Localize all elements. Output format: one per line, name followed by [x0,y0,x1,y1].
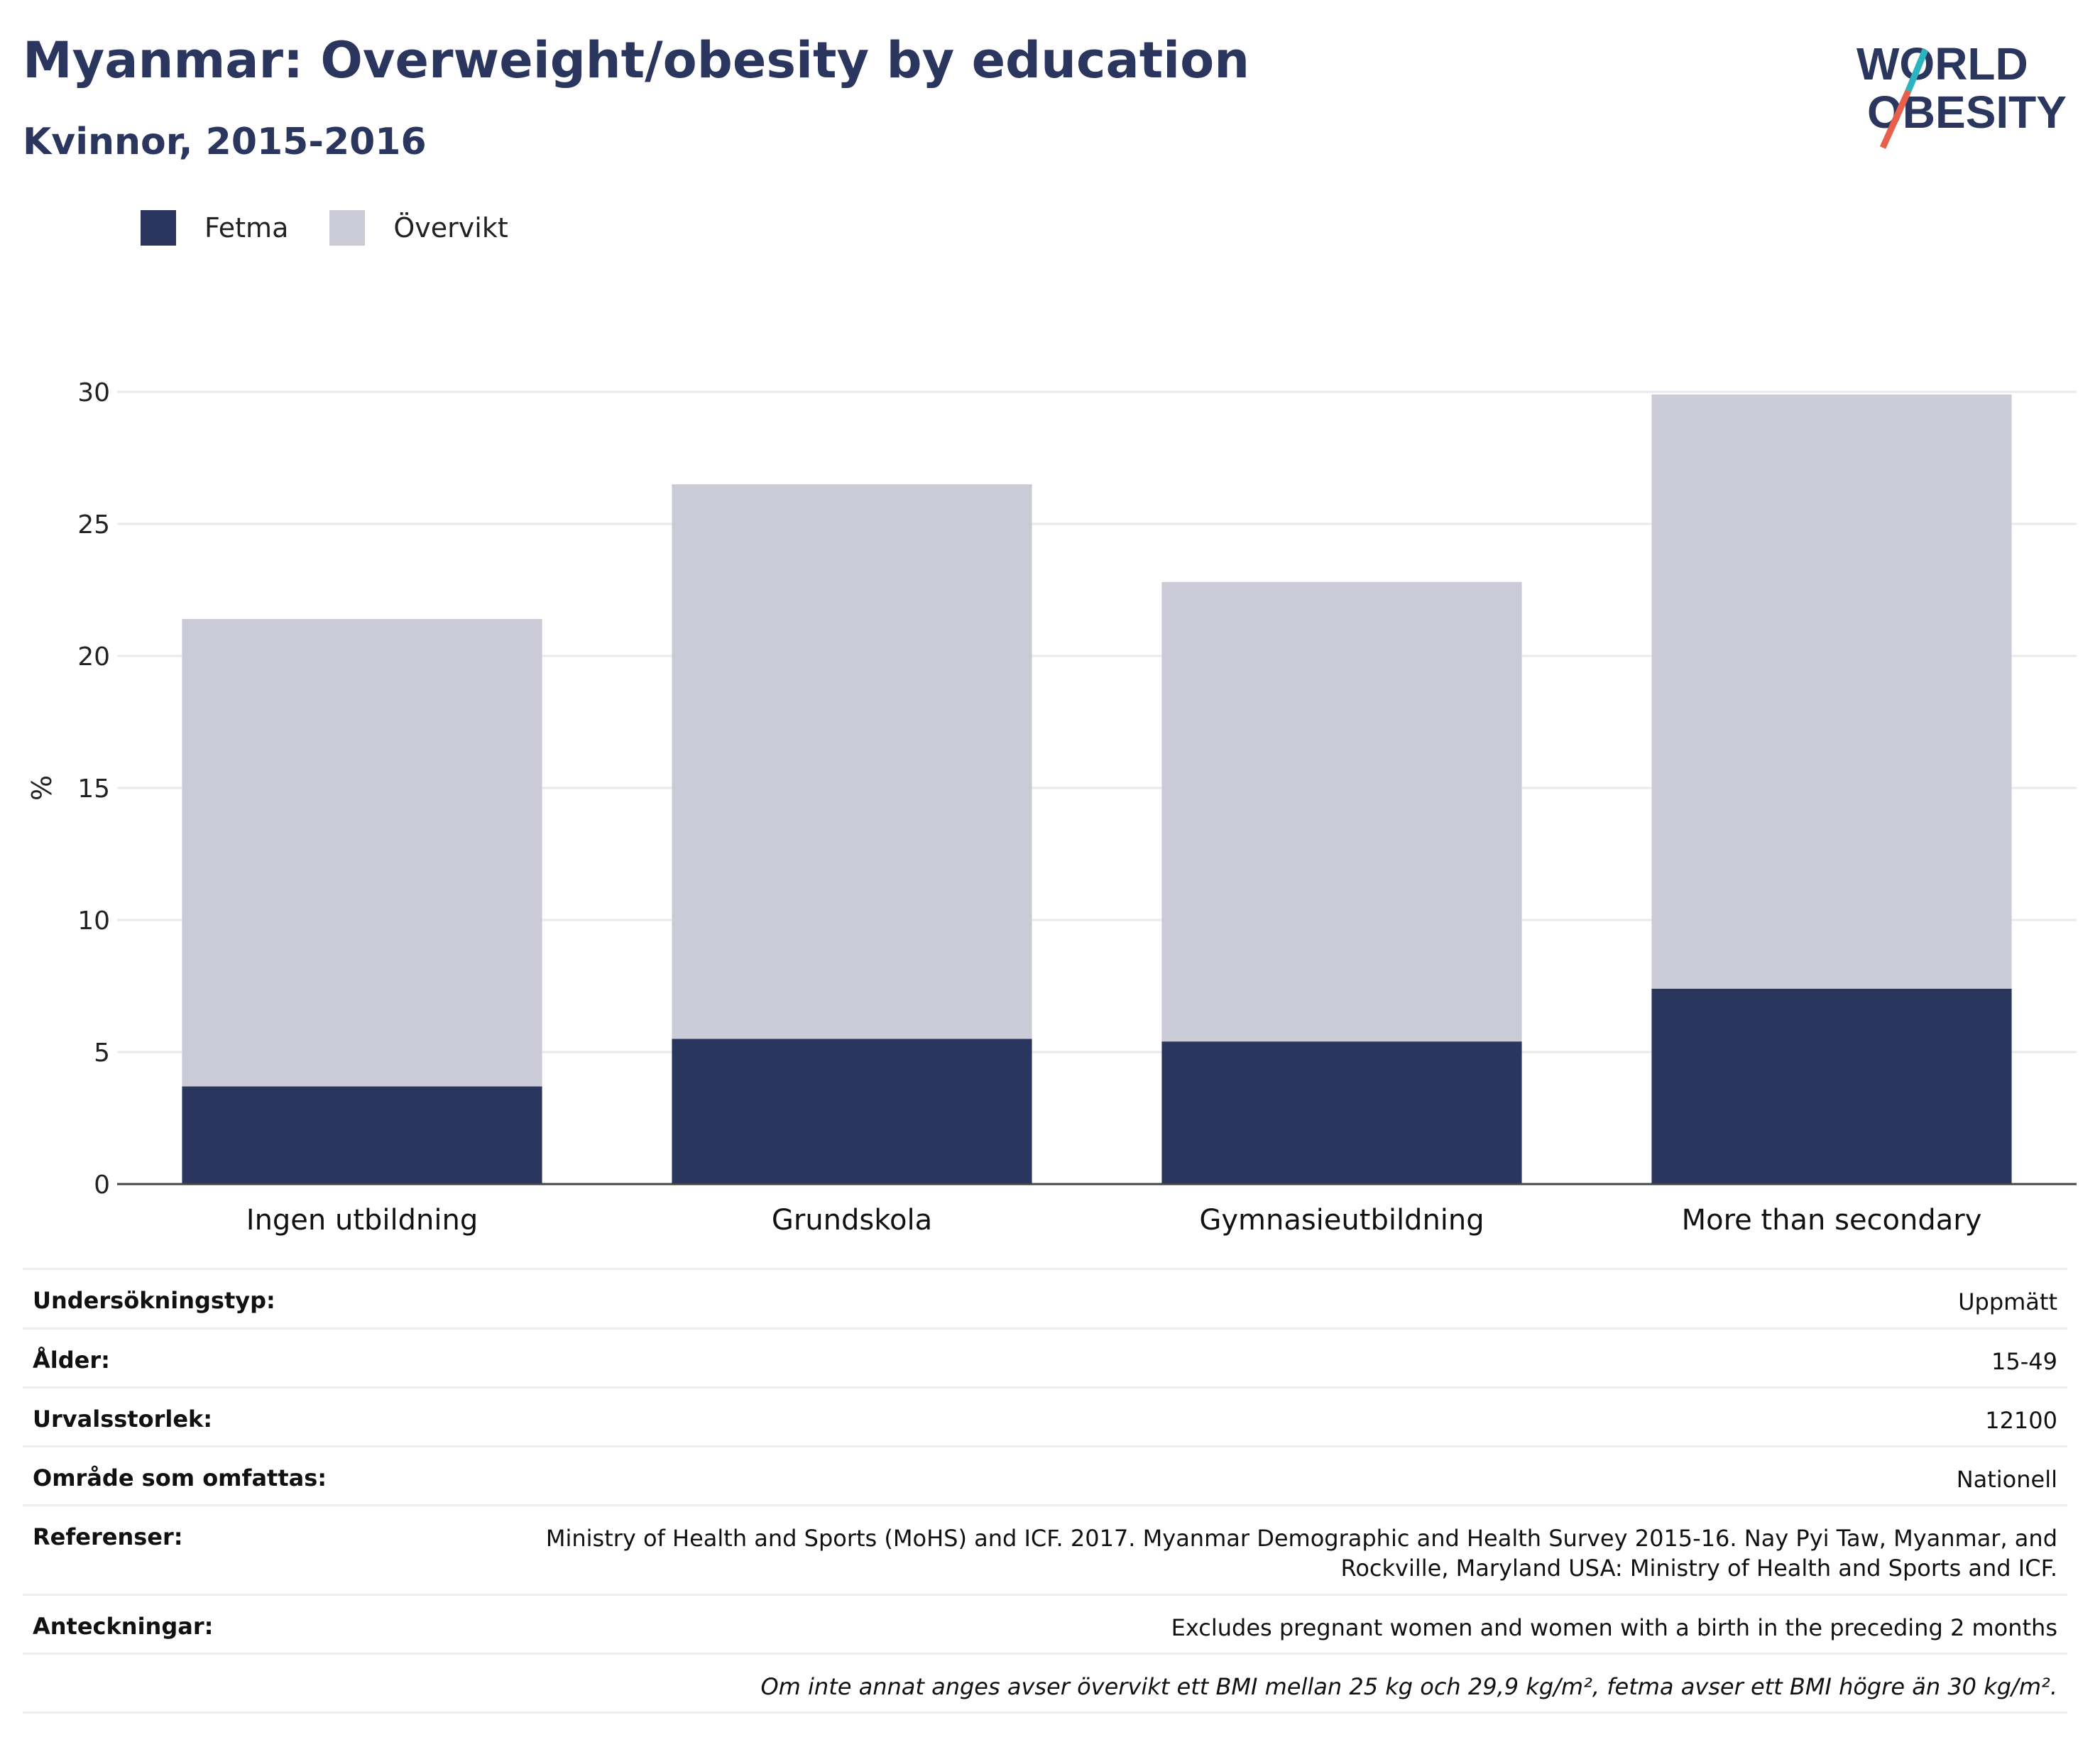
bar-overvikt [672,484,1032,1039]
bar-fetma [1161,1041,1522,1184]
info-row-age: Ålder: 15-49 [23,1327,2067,1386]
bar-overvikt [1161,581,1522,1042]
bar-chart: 0 5 10 15 20 25 30% Ingen utbildning Grundskola G… [26,378,2077,1237]
legend-label-overvikt: Övervikt [393,212,508,243]
y-tick-label: 0 [94,1171,110,1200]
legend-swatch-overvikt [329,210,366,246]
footnote: Om inte annat anges avser övervikt ett B… [760,1673,2057,1700]
info-key: Referenser: [33,1523,183,1550]
bar-overvikt [182,618,542,1087]
info-value: Nationell [1956,1466,2057,1493]
info-key: Urvalsstorlek: [33,1406,213,1433]
info-row-notes: Anteckningar: Excludes pregnant women an… [23,1594,2067,1653]
info-row-survey-type: Undersökningstyp: Uppmätt [23,1268,2067,1327]
bar-fetma [672,1039,1032,1184]
y-axis-label: % [26,775,58,801]
chart-legend: Fetma Övervikt [141,210,549,246]
info-key: Ålder: [33,1347,110,1374]
logo-line-1: WORLD [1856,38,2028,89]
bar-overvikt [1651,394,2012,989]
info-value: 15-49 [1991,1348,2057,1375]
info-value: Uppmätt [1958,1288,2057,1315]
y-tick-label: 5 [94,1039,110,1068]
info-key: Anteckningar: [33,1613,214,1640]
y-tick-label: 25 [77,510,110,540]
legend-swatch-fetma [141,210,176,246]
info-table: Undersökningstyp: Uppmätt Ålder: 15-49 U… [23,1268,2067,1714]
info-key: Område som omfattas: [33,1464,327,1491]
info-row-references: Referenser: Ministry of Health and Sport… [23,1504,2067,1594]
info-value: Ministry of Health and Sports (MoHS) and… [545,1525,2057,1582]
bar-fetma [182,1086,542,1184]
x-tick-label: More than secondary [1682,1204,1982,1237]
legend-item-fetma[interactable]: Fetma [141,210,288,246]
x-tick-label: Gymnasieutbildning [1199,1204,1484,1237]
bar-fetma [1651,988,2012,1184]
y-tick-label: 15 [77,774,110,804]
world-obesity-logo: WORLD OBESITY [1856,38,2067,149]
y-tick-label: 20 [77,642,110,672]
y-tick-label: 30 [77,378,110,407]
legend-item-overvikt[interactable]: Övervikt [329,210,508,246]
info-key: Undersökningstyp: [33,1287,275,1314]
info-row-coverage: Område som omfattas: Nationell [23,1445,2067,1504]
logo-slash-bottom [1879,89,1912,149]
info-value: Excludes pregnant women and women with a… [1171,1614,2057,1641]
x-tick-label: Ingen utbildning [246,1204,478,1237]
info-row-sample-size: Urvalsstorlek: 12100 [23,1386,2067,1445]
y-tick-label: 10 [77,907,110,936]
logo-slash-top [1905,48,1929,92]
info-bottom-border [23,1712,2067,1714]
info-value: 12100 [1985,1407,2057,1434]
chart-subtitle: Kvinnor, 2015-2016 [23,121,427,163]
info-row-footnote: Om inte annat anges avser övervikt ett B… [23,1653,2067,1712]
chart-title: Myanmar: Overweight/obesity by education [23,31,1250,89]
legend-label-fetma: Fetma [204,212,289,243]
x-tick-label: Grundskola [772,1204,932,1237]
